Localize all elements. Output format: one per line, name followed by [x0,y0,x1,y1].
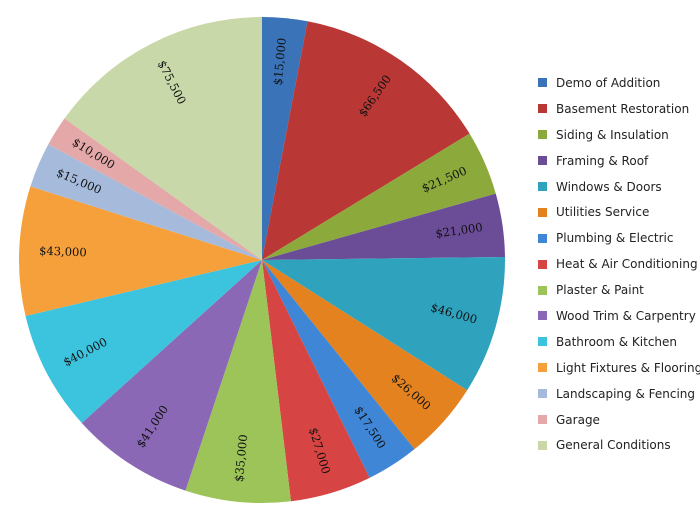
legend-item-5: Utilities Service [538,199,698,225]
legend-item-7: Heat & Air Conditioning [538,251,698,277]
pie-slice-14 [64,17,263,260]
legend-label: Siding & Insulation [556,127,669,142]
legend-swatch [538,337,547,347]
legend-swatch [538,285,547,295]
legend-swatch [538,182,547,191]
pie-slice-10 [25,260,262,423]
legend-label: Basement Restoration [556,101,690,116]
pie-slice-6 [262,260,415,478]
slice-value-label-3: $21,000 [434,220,483,241]
legend-item-2: Siding & Insulation [538,122,698,148]
slice-value-label-0: $15,000 [271,37,289,86]
pie-chart: $15,000$66,500$21,500$21,000$46,000$26,0… [19,17,505,503]
legend-swatch [538,440,547,450]
legend-swatch [538,104,547,114]
pie-slice-11 [19,186,262,316]
pie-slice-3 [262,193,505,260]
legend-label: Bathroom & Kitchen [556,334,678,349]
legend-label: Garage [556,412,600,427]
pie-slice-4 [262,256,505,391]
legend-swatch [538,130,547,140]
legend-label: Demo of Addition [556,75,661,90]
legend-item-8: Plaster & Paint [538,277,698,303]
legend-label: Plaster & Paint [556,283,644,298]
legend-item-10: Bathroom & Kitchen [538,329,698,355]
legend-item-14: General Conditions [538,432,698,458]
pie-slice-7 [262,260,370,502]
pie-slices [19,17,505,503]
legend-swatch [538,363,547,373]
legend-item-0: Demo of Addition [538,70,698,96]
pie-slice-5 [262,260,468,450]
legend: Demo of Addition Basement Restoration Sidi… [538,70,700,458]
legend-swatch [538,233,547,243]
legend-item-6: Plumbing & Electric [538,225,698,251]
pie-slice-0 [262,17,308,260]
legend-label: Wood Trim & Carpentry [556,308,696,323]
legend-label: Landscaping & Fencing [556,386,696,401]
slice-value-label-8: $35,000 [232,434,251,483]
legend-item-4: Windows & Doors [538,174,698,200]
pie-slice-2 [262,133,496,260]
pie-slice-8 [185,260,291,503]
legend-swatch [538,259,547,269]
pie-slice-12 [30,144,263,260]
legend-item-9: Wood Trim & Carpentry [538,303,698,329]
legend-swatch [538,156,547,166]
legend-swatch [538,207,547,217]
pie-slice-13 [48,118,262,260]
legend-swatch [538,415,547,425]
legend-label: Light Fixtures & Flooring [556,360,700,375]
legend-label: General Conditions [556,438,671,453]
legend-item-1: Basement Restoration [538,96,698,122]
legend-swatch [538,311,547,321]
legend-item-3: Framing & Roof [538,148,698,174]
legend-label: Framing & Roof [556,153,649,168]
legend-item-12: Landscaping & Fencing [538,381,698,407]
legend-swatch [538,78,547,88]
legend-item-11: Light Fixtures & Flooring [538,355,700,381]
legend-label: Plumbing & Electric [556,231,674,246]
legend-swatch [538,389,547,399]
legend-item-13: Garage [538,407,698,433]
slice-value-label-11: $43,000 [39,244,87,260]
legend-label: Utilities Service [556,205,650,220]
legend-label: Windows & Doors [556,179,662,194]
pie-slice-1 [262,21,470,260]
pie-slice-9 [81,260,262,491]
legend-label: Heat & Air Conditioning [556,257,698,272]
